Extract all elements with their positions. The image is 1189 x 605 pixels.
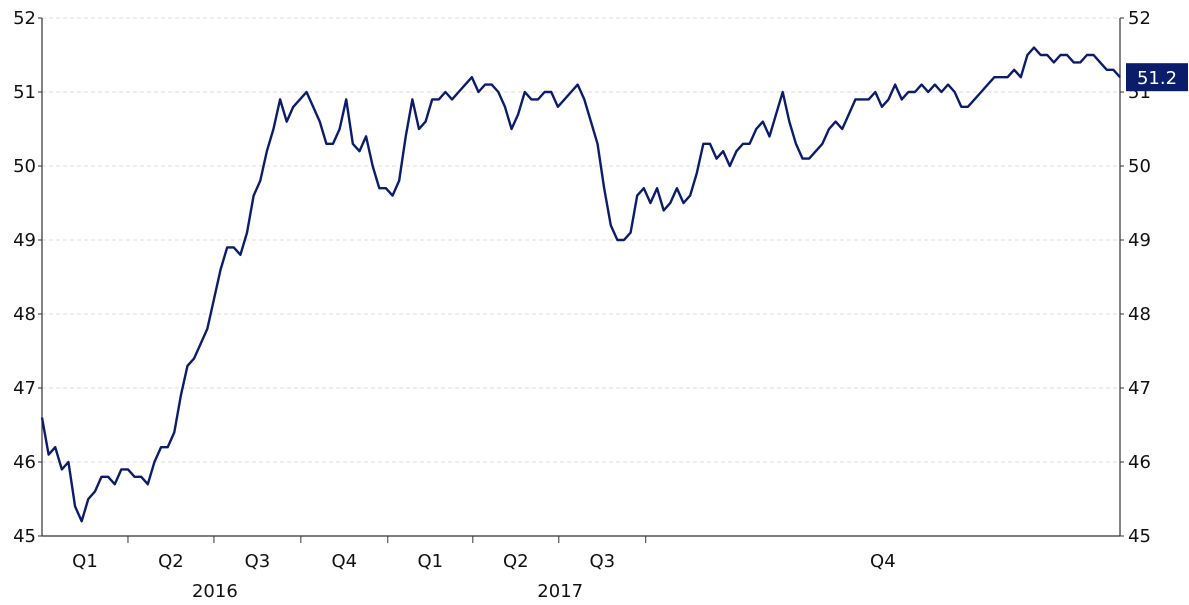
last-value-badge: 51.2: [1126, 63, 1188, 92]
last-value-label: 51.2: [1137, 68, 1177, 89]
quarter-label: Q4: [870, 551, 896, 572]
quarter-label: Q1: [72, 551, 98, 572]
y-tick-label-right: 48: [1128, 304, 1151, 325]
quarter-label: Q2: [503, 551, 529, 572]
y-tick-label-right: 52: [1128, 8, 1151, 29]
axes: [41, 18, 1121, 537]
series-line: [40, 46, 1121, 523]
y-tick-label-right: 50: [1128, 156, 1151, 177]
y-tick-label-left: 49: [13, 230, 36, 251]
quarter-label: Q4: [332, 551, 358, 572]
quarter-label: Q1: [417, 551, 443, 572]
y-tick-label-right: 46: [1128, 452, 1151, 473]
y-tick-label-left: 46: [13, 452, 36, 473]
quarter-label: Q3: [589, 551, 615, 572]
y-tick-label-left: 52: [13, 8, 36, 29]
left-y-tick-labels: 45 46 47 48 49 50 51 52: [13, 8, 36, 547]
y-tick-label-left: 45: [13, 526, 36, 547]
y-tick-label-right: 45: [1128, 526, 1151, 547]
y-tick-label-right: 49: [1128, 230, 1151, 251]
quarter-label: Q2: [158, 551, 184, 572]
quarter-label: Q3: [245, 551, 271, 572]
year-label: 2017: [537, 581, 583, 602]
grid-lines: [38, 17, 1124, 537]
y-tick-label-left: 48: [13, 304, 36, 325]
y-tick-label-left: 50: [13, 156, 36, 177]
y-tick-label-right: 47: [1128, 378, 1151, 399]
year-label: 2016: [192, 581, 238, 602]
x-tick-marks: [127, 536, 647, 543]
year-labels: 2016 2017: [192, 581, 583, 602]
last-value-badge-box: [1126, 63, 1188, 92]
quarter-labels: Q1 Q2 Q3 Q4 Q1 Q2 Q3 Q4: [72, 551, 895, 572]
y-tick-label-left: 51: [13, 82, 36, 103]
y-tick-label-left: 47: [13, 378, 36, 399]
